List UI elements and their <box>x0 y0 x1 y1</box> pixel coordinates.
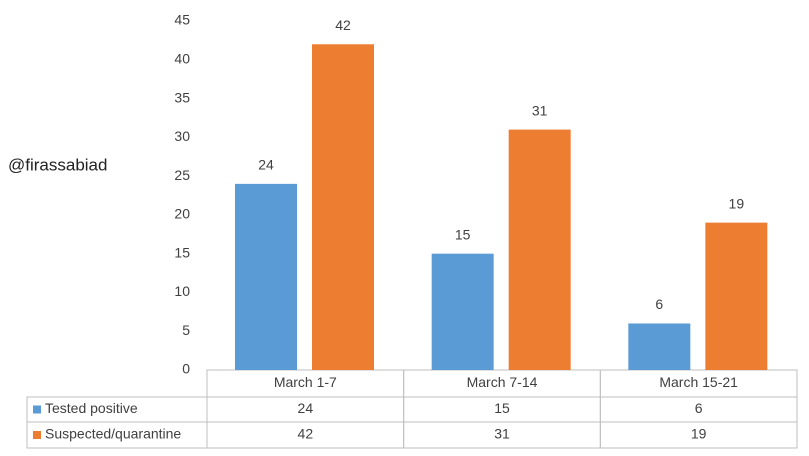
legend-label: Tested positive <box>45 400 138 416</box>
y-tick-label: 20 <box>174 206 190 222</box>
table-value: 31 <box>494 426 510 442</box>
table-value: 15 <box>494 400 510 416</box>
table-cell <box>599 421 798 449</box>
y-tick-label: 40 <box>174 50 190 66</box>
bar <box>508 129 571 370</box>
table-value: 6 <box>695 400 703 416</box>
data-label: 31 <box>532 102 548 118</box>
y-tick-label: 45 <box>174 12 190 28</box>
table-value: 19 <box>691 426 707 442</box>
bar <box>312 44 374 371</box>
legend-swatch <box>33 405 41 414</box>
y-tick-label: 15 <box>174 244 190 260</box>
y-tick-label: 0 <box>182 361 190 377</box>
bar <box>235 183 297 370</box>
legend-swatch <box>33 431 41 439</box>
bar <box>705 222 768 370</box>
x-tick-label: March 15-21 <box>659 374 738 390</box>
bar <box>628 323 691 370</box>
data-label: 42 <box>335 17 351 33</box>
y-tick-label: 35 <box>174 89 190 105</box>
y-tick-label: 10 <box>174 283 190 299</box>
y-tick-label: 25 <box>174 167 190 183</box>
y-tick-label: 30 <box>174 128 190 144</box>
data-label: 24 <box>258 157 274 173</box>
bar <box>431 253 494 370</box>
data-label: 6 <box>655 296 663 312</box>
legend-label: Suspected/quarantine <box>45 426 181 442</box>
table-value: 42 <box>298 426 314 442</box>
y-tick-label: 5 <box>182 322 190 338</box>
table-value: 24 <box>298 400 314 416</box>
x-tick-label: March 1-7 <box>274 374 337 390</box>
x-tick-label: March 7-14 <box>467 374 538 390</box>
data-label: 15 <box>455 226 471 242</box>
annotation: @firassabiad <box>8 155 107 174</box>
data-label: 19 <box>729 195 745 211</box>
